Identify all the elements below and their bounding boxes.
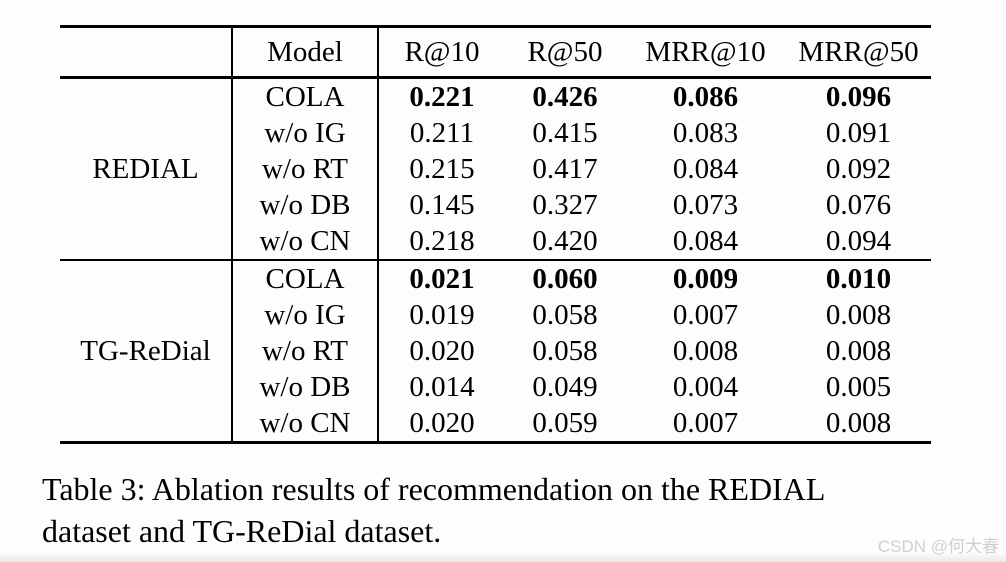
metric-value: 0.094 <box>825 224 892 257</box>
model-label: w/o RT <box>231 333 378 369</box>
metric-value: 0.426 <box>532 80 598 113</box>
table-row: TG-ReDial COLA 0.021 0.060 0.009 0.010 <box>60 259 931 443</box>
metric-value: 0.073 <box>672 188 739 221</box>
metric-value: 0.008 <box>672 334 739 367</box>
caption-line-1: Table 3: Ablation results of recommendat… <box>42 471 826 507</box>
metric-value: 0.092 <box>825 152 892 185</box>
metric-value: 0.020 <box>377 333 505 369</box>
table-row: w/o CN 0.218 0.420 0.084 0.094 <box>60 223 931 260</box>
header-model: Model <box>231 26 378 79</box>
table-header: Model R@10 R@50 MRR@10 MRR@50 <box>60 26 931 79</box>
dataset-label: TG-ReDial <box>60 259 232 443</box>
metric-value: 0.049 <box>532 370 598 403</box>
model-label: w/o DB <box>231 369 378 405</box>
metric-value: 0.021 <box>377 259 505 297</box>
caption-line-2: dataset and TG-ReDial dataset. <box>42 513 442 549</box>
header-r-at-50: R@50 <box>505 26 625 79</box>
model-label: COLA <box>231 259 378 297</box>
watermark: CSDN @何大春 <box>877 537 999 556</box>
metric-value: 0.058 <box>532 334 598 367</box>
metric-value: 0.083 <box>672 116 739 149</box>
metric-value: 0.415 <box>532 116 598 149</box>
metric-value: 0.008 <box>825 298 892 331</box>
metric-value: 0.221 <box>377 77 505 115</box>
table-caption: Table 3: Ablation results of recommendat… <box>42 468 825 552</box>
metric-value: 0.004 <box>672 370 739 403</box>
metric-value: 0.058 <box>532 298 598 331</box>
metric-value: 0.327 <box>532 188 598 221</box>
table-row: w/o DB 0.014 0.049 0.004 0.005 <box>60 369 931 405</box>
metric-value: 0.008 <box>825 406 892 439</box>
dataset-label: REDIAL <box>92 152 199 185</box>
metric-value: 0.009 <box>625 259 786 297</box>
header-dataset-blank <box>60 26 232 79</box>
metric-value: 0.084 <box>672 224 739 257</box>
model-label: w/o IG <box>231 297 378 333</box>
table-row: w/o RT 0.020 0.058 0.008 0.008 <box>60 333 931 369</box>
metric-value: 0.010 <box>786 259 931 297</box>
header-mrr-at-10: MRR@10 <box>625 26 786 79</box>
table-row: w/o IG 0.211 0.415 0.083 0.091 <box>60 115 931 151</box>
metric-value: 0.020 <box>377 405 505 443</box>
metric-value: 0.145 <box>377 187 505 223</box>
header-mrr-at-50: MRR@50 <box>786 26 931 79</box>
metric-value: 0.007 <box>672 406 739 439</box>
model-label: COLA <box>231 77 378 115</box>
metric-value: 0.084 <box>672 152 739 185</box>
metric-value: 0.019 <box>377 297 505 333</box>
section-tg-redial: TG-ReDial COLA 0.021 0.060 0.009 0.010 w/o IG 0… <box>60 259 931 443</box>
metric-value: 0.211 <box>377 115 505 151</box>
model-label: w/o DB <box>231 187 378 223</box>
metric-value: 0.008 <box>825 334 892 367</box>
metric-value: 0.096 <box>825 80 892 113</box>
metric-value: 0.060 <box>505 259 625 297</box>
metric-value: 0.086 <box>672 80 739 113</box>
table-row: REDIAL COLA 0.221 0.426 0.086 0.096 <box>60 77 931 183</box>
model-label: w/o IG <box>231 115 378 151</box>
table-row: w/o RT 0.215 0.417 0.084 0.092 <box>60 151 931 187</box>
metric-value: 0.420 <box>532 224 598 257</box>
metric-value: 0.091 <box>825 116 892 149</box>
model-label: w/o CN <box>231 223 378 260</box>
table-row: w/o DB 0.145 0.327 0.073 0.076 <box>60 187 931 223</box>
metric-value: 0.076 <box>825 188 892 221</box>
table-row: w/o IG 0.019 0.058 0.007 0.008 <box>60 297 931 333</box>
section-redial: REDIAL COLA 0.221 0.426 0.086 0.096 w/o IG 0.21… <box>60 77 931 260</box>
metric-value: 0.417 <box>532 152 598 185</box>
metric-value: 0.014 <box>377 369 505 405</box>
metric-value: 0.218 <box>377 223 505 260</box>
model-label: w/o CN <box>231 405 378 443</box>
metric-value: 0.215 <box>377 151 505 187</box>
header-r-at-10: R@10 <box>377 26 505 79</box>
metric-value: 0.059 <box>532 406 598 439</box>
metric-value: 0.005 <box>825 370 892 403</box>
header-row: Model R@10 R@50 MRR@10 MRR@50 <box>60 26 931 79</box>
metric-value: 0.007 <box>672 298 739 331</box>
ablation-results-table: Model R@10 R@50 MRR@10 MRR@50 REDIAL COLA… <box>60 25 931 444</box>
model-label: w/o RT <box>231 151 378 187</box>
table-row: w/o CN 0.020 0.059 0.007 0.008 <box>60 405 931 443</box>
